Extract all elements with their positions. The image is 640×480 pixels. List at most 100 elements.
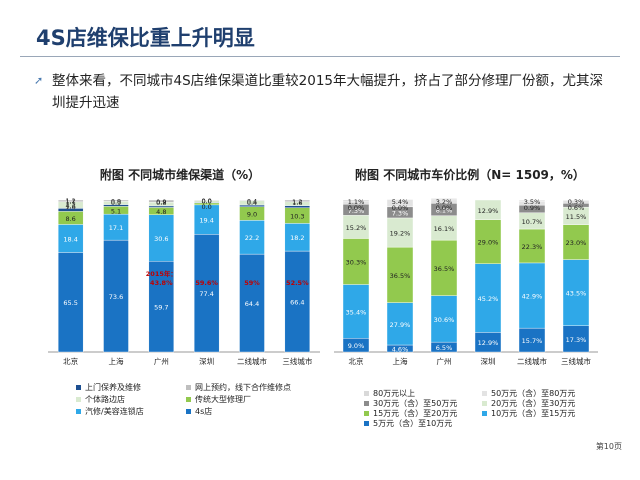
bar-segment — [342, 199, 370, 202]
x-tick-label: 北京 — [63, 356, 78, 366]
bar-segment — [386, 302, 414, 346]
bar-segment — [342, 284, 370, 339]
bar-segment — [474, 263, 502, 333]
bar-segment — [430, 295, 458, 343]
legend-swatch — [76, 409, 81, 414]
legend-label: 80万元以上 — [373, 389, 416, 398]
legend-label: 上门保养及维修 — [85, 383, 141, 392]
data-label: 22.3% — [522, 243, 543, 251]
small-top-label: 0.0% — [392, 204, 409, 212]
data-label: 10.3 — [290, 213, 304, 221]
legend-item: 上门保养及维修 — [76, 382, 141, 393]
data-label: 17.1 — [109, 224, 123, 232]
legend-item: 50万元（含）至80万元 — [482, 388, 575, 399]
bar-segment — [562, 199, 590, 201]
legend-label: 4s店 — [195, 407, 213, 416]
chart-title-left: 附图 不同城市维保渠道（%） — [99, 168, 261, 182]
legend-label: 50万元（含）至80万元 — [491, 389, 576, 398]
bar-segment — [57, 199, 84, 203]
small-top-label: 0.6% — [568, 204, 585, 212]
data-label: 73.6 — [109, 293, 123, 301]
x-tick-label: 二线城市 — [237, 356, 267, 366]
legend-item: 80万元以上 — [364, 388, 415, 399]
red-annotation: 2015年： — [146, 269, 177, 278]
data-label: 17.3% — [566, 336, 587, 344]
legend-swatch — [482, 411, 487, 416]
legend-swatch — [482, 391, 487, 396]
x-tick-label: 三线城市 — [561, 356, 591, 366]
data-label: 0.4 — [247, 197, 257, 205]
data-label: 12.9% — [478, 339, 499, 347]
data-label: 35.4% — [346, 308, 367, 316]
bar-segment — [284, 223, 311, 252]
data-label: 43.5% — [566, 290, 587, 298]
small-top-label: 0.0 — [201, 197, 211, 205]
legend-item: 20万元（含）至30万元 — [482, 398, 575, 409]
legend-item: 15万元（含）至20万元 — [364, 408, 457, 419]
legend-swatch — [364, 401, 369, 406]
small-top-label: 0.0% — [348, 204, 365, 212]
legend-item: 10万元（含）至15万元 — [482, 408, 575, 419]
small-top-label: 0.9 — [111, 199, 121, 207]
bar-segment — [518, 262, 546, 329]
legend-label: 20万元（含）至30万元 — [491, 399, 576, 408]
small-top-label: 0.0% — [436, 204, 453, 212]
data-label: 4.6% — [392, 346, 409, 354]
data-label: 9.0% — [348, 342, 365, 350]
legend-item: 个体路边店 — [76, 394, 125, 405]
x-tick-label: 二线城市 — [517, 356, 547, 366]
x-tick-label: 广州 — [154, 356, 169, 366]
bar-segment — [193, 234, 220, 353]
data-label: 1.1 — [65, 198, 75, 206]
data-label: 15.7% — [522, 337, 543, 345]
small-top-label: 0.9% — [524, 204, 541, 212]
data-label: 4.8 — [156, 208, 166, 216]
legend-swatch — [364, 411, 369, 416]
legend-label: 15万元（含）至20万元 — [373, 409, 458, 418]
arrow-icon: ➚ — [34, 74, 44, 87]
data-label: 9.0 — [247, 211, 257, 219]
data-label: 59.7 — [154, 304, 168, 312]
chart-title-right: 附图 不同城市车价比例（N= 1509，%） — [355, 168, 585, 182]
legend-label: 10万元（含）至15万元 — [491, 409, 576, 418]
bar-segment — [386, 246, 414, 303]
data-label: 19.4 — [199, 217, 213, 225]
bar-segment — [57, 252, 84, 353]
data-label: 0.9 — [156, 198, 166, 206]
data-label: 18.2 — [290, 234, 304, 242]
data-label: 6.5% — [436, 344, 453, 352]
bar-segment — [386, 198, 414, 200]
legend-swatch — [364, 391, 369, 396]
data-label: 66.4 — [290, 299, 304, 307]
small-top-label: 3.5% — [524, 198, 541, 206]
data-label: 23.0% — [566, 239, 587, 247]
data-label: 30.6% — [434, 316, 455, 324]
small-top-label: 1.2 — [65, 197, 75, 205]
legend-label: 30万元（含）至50万元 — [373, 399, 458, 408]
x-tick-label: 深圳 — [199, 356, 214, 366]
data-label: 12.9% — [478, 207, 499, 215]
page-number: 第10页 — [595, 442, 622, 451]
data-label: 10.7% — [522, 218, 543, 226]
bar-segment — [193, 199, 220, 201]
data-label: 8.1% — [436, 207, 453, 215]
red-annotation: 59.6% — [195, 279, 218, 287]
legend-swatch — [482, 401, 487, 406]
small-top-label: 3.2% — [436, 198, 453, 206]
legend-swatch — [186, 409, 191, 414]
x-tick-label: 三线城市 — [282, 356, 312, 366]
x-tick-label: 上海 — [393, 356, 408, 366]
data-label: 29.0% — [478, 239, 499, 247]
bar-segment — [430, 215, 458, 241]
bar-segment — [148, 261, 175, 353]
bar-segment — [239, 253, 265, 353]
data-label: 16.1% — [434, 225, 455, 233]
legend-swatch — [364, 421, 369, 426]
legend-label: 个体路边店 — [85, 395, 125, 404]
x-tick-label: 北京 — [349, 356, 364, 366]
bar-segment — [562, 224, 590, 260]
data-label: 64.4 — [245, 300, 259, 308]
x-tick-label: 广州 — [437, 356, 452, 366]
legend-item: 网上预约，线下合作维修点 — [186, 382, 291, 393]
bar-segment — [103, 213, 129, 241]
